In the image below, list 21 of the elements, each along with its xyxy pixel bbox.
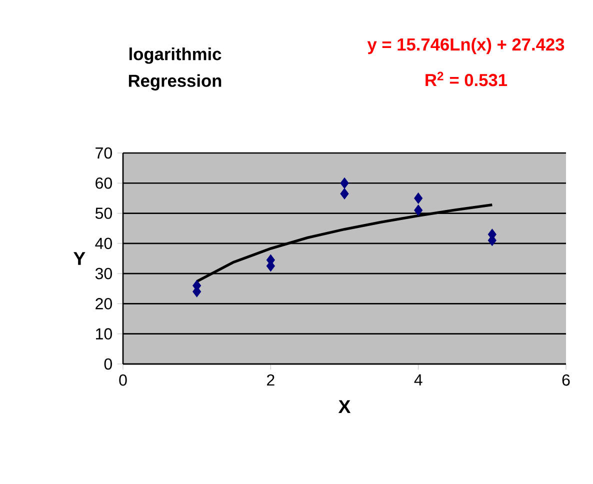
point <box>340 188 349 200</box>
y-tick-label: 20 <box>96 298 112 310</box>
text: R$^{2}$ = 0.531 <box>426 72 508 86</box>
chart-title: logarithmic Regression <box>128 48 222 90</box>
y-tick-label: 70 <box>96 147 112 159</box>
point <box>414 204 423 216</box>
y-tick-label: 40 <box>95 238 112 250</box>
y-tick-label: 60 <box>96 177 112 189</box>
y-tick-label: 0 <box>104 358 112 370</box>
x-tick-label: 4 <box>414 374 422 386</box>
y-axis-title: Y <box>74 252 86 265</box>
x-tick-label: 2 <box>267 374 274 386</box>
point <box>340 178 349 189</box>
x-axis-title: X <box>338 400 351 414</box>
y-tick-label: 10 <box>96 328 112 340</box>
point <box>414 192 423 204</box>
x-tick-label: 6 <box>562 374 570 386</box>
y-tick-label: 30 <box>95 268 112 280</box>
text: y = 15.746Ln(x) + 27.423 <box>367 38 564 54</box>
y-tick-label: 50 <box>95 208 112 219</box>
x-tick-label: 0 <box>119 374 127 386</box>
